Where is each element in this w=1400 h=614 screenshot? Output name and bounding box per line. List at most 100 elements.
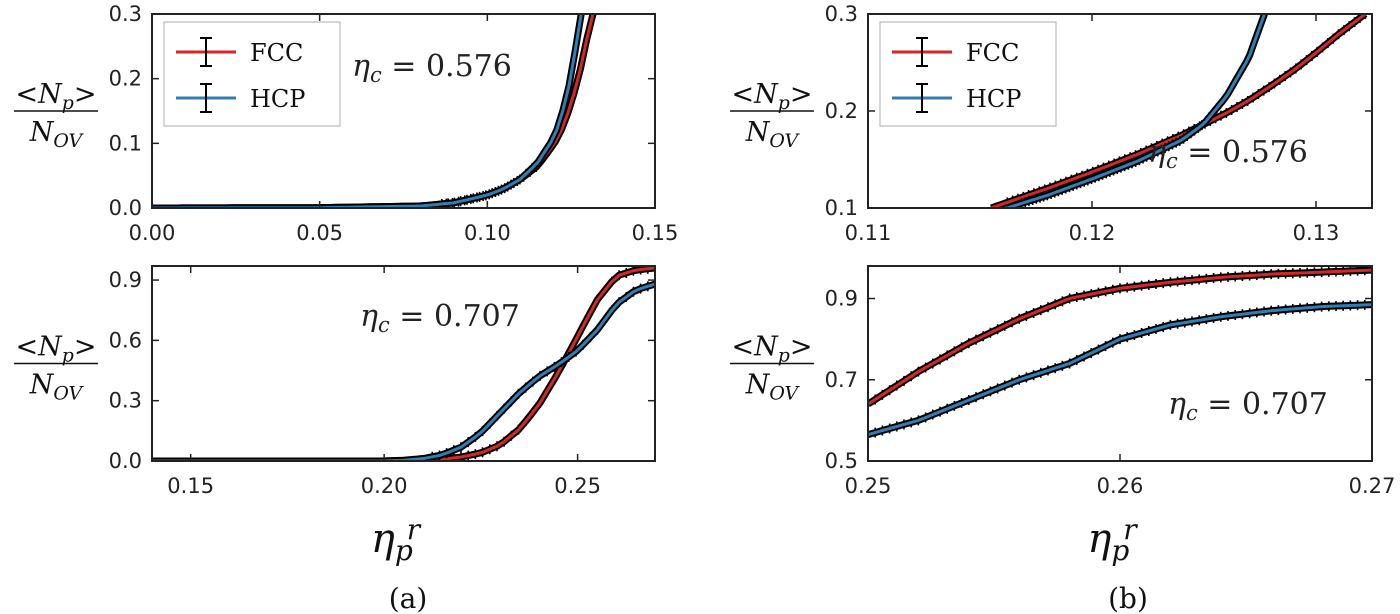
x-tick-label-b-bottom-2: 0.27: [1349, 474, 1396, 498]
x-label-a-bottom-sup: r: [407, 513, 422, 546]
y-label-denominator-a-top: NOV: [29, 117, 85, 152]
y-label-denominator-a-bottom: NOV: [29, 370, 85, 405]
y-tick-label-a-bottom-3: 0.9: [109, 268, 142, 292]
y-label-num-b-bottom-base: <N: [732, 332, 780, 363]
y-label-num-b-bottom-sub: p: [778, 344, 790, 366]
y-label-numerator-a-top: <Np>: [16, 79, 97, 114]
x-label-a-bottom: ηpr: [371, 513, 422, 567]
y-label-num-b-top-base: <N: [732, 79, 780, 110]
y-tick-label-a-top-3: 0.3: [109, 2, 142, 26]
y-label-num-a-bottom-sub: p: [62, 344, 74, 366]
y-label-num-a-top-sub: p: [62, 92, 74, 114]
y-tick-label-b-bottom-2: 0.9: [825, 287, 858, 311]
y-label-num-a-bottom-base: <N: [16, 332, 64, 363]
y-label-num-b-bottom-close: >: [790, 332, 813, 363]
annotation-a-top-rest: = 0.576: [382, 49, 512, 84]
y-tick-label-a-top-2: 0.2: [109, 67, 142, 91]
y-tick-label-b-top-2: 0.3: [825, 2, 858, 26]
y-tick-label-b-bottom-0: 0.5: [825, 449, 858, 473]
y-label-denominator-b-bottom: NOV: [745, 370, 801, 405]
annotation-b-top-sub: c: [1166, 149, 1178, 173]
legend-label-b-top-0: FCC: [966, 39, 1019, 67]
series-line-b-bottom-hcp: [868, 303, 1372, 437]
x-tick-label-a-bottom-0: 0.15: [167, 474, 214, 498]
y-label-num-a-bottom-close: >: [74, 332, 97, 363]
annotation-a-bottom-base: η: [360, 299, 378, 334]
legend-label-a-top-1: HCP: [250, 85, 305, 113]
series-line-b-top-hcp: [1006, 14, 1266, 208]
y-label-den-sub-b-top: OV: [769, 130, 800, 152]
y-label-den-base-a-bottom: N: [29, 370, 55, 401]
axes-frame-b-bottom: [867, 265, 1373, 462]
y-label-numerator-b-top: <Np>: [732, 79, 813, 114]
x-label-b-bottom-base: η: [1087, 516, 1111, 562]
y-label-numerator-a-bottom: <Np>: [16, 332, 97, 367]
y-tick-label-a-bottom-2: 0.6: [109, 328, 142, 352]
y-label-numerator-b-bottom: <Np>: [732, 332, 813, 367]
x-label-b-bottom: ηpr: [1087, 513, 1138, 567]
y-tick-label-a-bottom-1: 0.3: [109, 389, 142, 413]
plot-area-b-top: [990, 14, 1368, 208]
annotation-b-bottom-sub: c: [1186, 401, 1198, 425]
annotation-a-bottom-sub: c: [378, 313, 390, 337]
y-tick-label-a-bottom-0: 0.0: [109, 449, 142, 473]
y-label-num-a-top-base: <N: [16, 79, 64, 110]
panel-label-a: (a): [389, 582, 428, 614]
y-label-den-base-b-bottom: N: [745, 370, 771, 401]
annotation-b-top-rest: = 0.576: [1178, 135, 1308, 170]
legend-label-b-top-1: HCP: [966, 85, 1021, 113]
series-line-b-top-fcc: [990, 14, 1367, 208]
y-tick-label-b-top-1: 0.2: [825, 99, 858, 123]
x-tick-label-a-top-0: 0.00: [129, 221, 176, 245]
legend-label-a-top-0: FCC: [250, 39, 303, 67]
x-tick-label-b-top-1: 0.12: [1069, 221, 1116, 245]
annotation-b-bottom: ηc = 0.707: [1168, 387, 1328, 425]
annotation-a-bottom-rest: = 0.707: [390, 299, 520, 334]
y-label-den-base-a-top: N: [29, 117, 55, 148]
x-tick-label-b-top-2: 0.13: [1293, 221, 1340, 245]
y-label-den-sub-b-bottom: OV: [769, 382, 800, 404]
plot-area-a-bottom: [152, 266, 655, 461]
y-tick-label-b-bottom-1: 0.7: [825, 368, 858, 392]
y-label-den-sub-a-bottom: OV: [53, 382, 84, 404]
x-tick-label-b-bottom-0: 0.25: [845, 474, 892, 498]
axes-frame-a-top: [151, 13, 656, 209]
y-label-num-a-top-close: >: [74, 79, 97, 110]
y-label-den-sub-a-top: OV: [53, 130, 84, 152]
y-label-num-b-top-close: >: [790, 79, 813, 110]
panel-label-b: (b): [1108, 582, 1148, 614]
y-label-num-b-top-sub: p: [778, 92, 790, 114]
annotation-a-bottom: ηc = 0.707: [360, 299, 520, 337]
x-tick-label-a-bottom-2: 0.25: [554, 474, 601, 498]
y-label-denominator-b-top: NOV: [745, 117, 801, 152]
axes-frame-a-bottom: [151, 265, 656, 462]
annotation-a-top: ηc = 0.576: [352, 49, 512, 87]
x-label-a-bottom-base: η: [371, 516, 395, 562]
x-label-b-bottom-sup: r: [1123, 513, 1138, 546]
y-tick-label-a-top-0: 0.0: [109, 196, 142, 220]
x-label-b-bottom-sub: p: [1111, 534, 1129, 567]
plot-area-b-bottom: [868, 266, 1372, 440]
annotation-b-bottom-base: η: [1168, 387, 1186, 422]
annotation-a-top-sub: c: [370, 63, 382, 87]
x-tick-label-a-top-3: 0.15: [632, 221, 679, 245]
x-tick-label-b-top-0: 0.11: [845, 221, 892, 245]
y-tick-label-b-top-0: 0.1: [825, 196, 858, 220]
legend-box-b-top: [879, 21, 1057, 127]
annotation-b-top-base: η: [1148, 135, 1166, 170]
curve-outline-a-bottom-fcc: [152, 266, 655, 461]
x-label-a-bottom-sub: p: [395, 534, 413, 567]
x-tick-label-a-top-1: 0.05: [296, 221, 343, 245]
y-tick-label-a-top-1: 0.1: [109, 131, 142, 155]
annotation-b-bottom-rest: = 0.707: [1198, 387, 1328, 422]
x-tick-label-a-top-2: 0.10: [464, 221, 511, 245]
series-line-b-bottom-fcc: [868, 268, 1372, 406]
x-tick-label-b-bottom-1: 0.26: [1097, 474, 1144, 498]
x-tick-label-a-bottom-1: 0.20: [361, 474, 408, 498]
annotation-a-top-base: η: [352, 49, 370, 84]
annotation-b-top: ηc = 0.576: [1148, 135, 1308, 173]
legend-box-a-top: [163, 21, 341, 127]
y-label-den-base-b-top: N: [745, 117, 771, 148]
series-line-a-bottom-fcc: [152, 266, 655, 461]
